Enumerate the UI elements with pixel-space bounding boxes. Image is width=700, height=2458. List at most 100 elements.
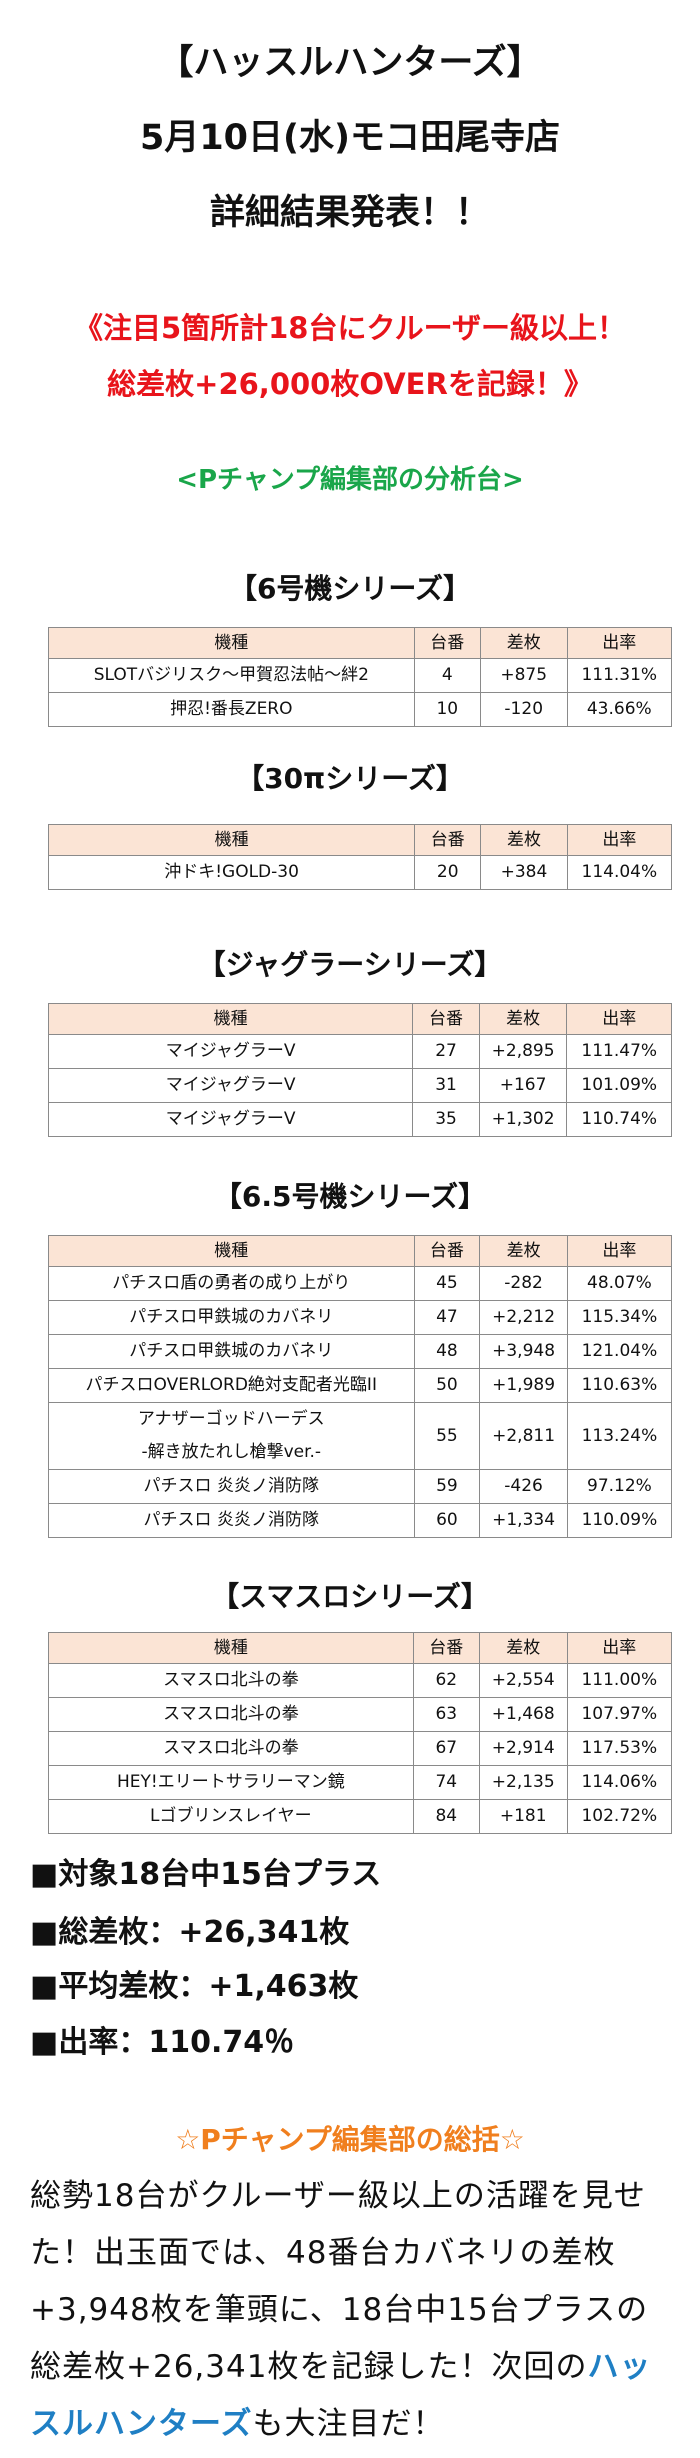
column-header: 差枚	[478, 1003, 568, 1035]
row: パチスロ甲鉄城のカバネリ 48 +3,948 121.04%	[48, 1334, 673, 1369]
cell: パチスロ甲鉄城のカバネリ	[48, 1300, 415, 1335]
cell: +1,334	[479, 1503, 568, 1538]
cell: 63	[412, 1697, 480, 1732]
cell: HEY!エリートサラリーマン鏡	[48, 1765, 414, 1800]
cell: 31	[412, 1068, 480, 1103]
cell: 20	[414, 855, 482, 890]
column-header: 出率	[566, 824, 673, 856]
row: 押忍!番長ZERO 10 -120 43.66%	[48, 692, 673, 727]
cell: +181	[478, 1799, 568, 1834]
cell: 60	[413, 1503, 481, 1538]
column-header: 差枚	[480, 824, 568, 856]
row: パチスロ盾の勇者の成り上がり 45 -282 48.07%	[48, 1266, 673, 1301]
highlight: 《注目5箇所計18台にクルーザー級以上！ 総差枚+26,000枚OVERを記録！…	[0, 300, 700, 412]
cell: 111.47%	[566, 1034, 672, 1069]
table: 機種 台番 差枚 出率 沖ドキ!GOLD-30 20 +384 114.04%	[47, 824, 673, 890]
cell: 110.74%	[566, 1102, 672, 1137]
body-highlight: ハッスルハンターズ	[30, 2349, 652, 2442]
section-title: 【30πシリーズ】	[236, 762, 464, 795]
column-header: 差枚	[478, 1632, 568, 1664]
cell: +875	[479, 658, 568, 693]
header-line: 5月10日(水)モコ田尾寺店	[139, 118, 561, 158]
cell: パチスロOVERLORD絶対支配者光臨II	[48, 1368, 415, 1403]
cell: 43.66%	[566, 692, 673, 727]
cell: スマスロ北斗の拳	[48, 1731, 414, 1766]
row: マイジャグラーV 31 +167 101.09%	[47, 1068, 672, 1103]
row: アナザーゴッドハーデス -解き放たれし槍撃ver.- 55 +2,811 113.24…	[48, 1402, 673, 1470]
subtitle: <Pチャンプ編集部の分析台>	[176, 465, 524, 495]
cell: 48.07%	[566, 1266, 673, 1301]
highlight-line: 《注目5箇所計18台にクルーザー級以上！	[73, 311, 627, 345]
column-header: 出率	[566, 1003, 672, 1035]
cell: 110.63%	[566, 1368, 673, 1403]
summary-line: ■対象18台中15台プラス	[30, 1857, 382, 1892]
cell: 114.04%	[566, 855, 673, 890]
cell: 74	[412, 1765, 480, 1800]
cell: 48	[413, 1334, 481, 1369]
body-text: 総勢18台がクルーザー級以上の活躍を見せた！出玉面では、48番台カバネリの差枚+…	[30, 2178, 649, 2385]
cell: 115.34%	[566, 1300, 673, 1335]
row: パチスロ 炎炎ノ消防隊 60 +1,334 110.09%	[48, 1503, 673, 1538]
cell: +2,914	[478, 1731, 568, 1766]
row: パチスロOVERLORD絶対支配者光臨II 50 +1,989 110.63%	[48, 1368, 673, 1403]
cell: 50	[413, 1368, 481, 1403]
table: 機種 台番 差枚 出率 パチスロ盾の勇者の成り上がり 45 -282 48.07% パチスロ甲鉄…	[48, 1235, 673, 1538]
table: 機種 台番 差枚 出率 マイジャグラーV 27 +2,895 111.47% マイジャグラーV 3…	[47, 1003, 672, 1137]
header-line: 【ハッスルハンターズ】	[158, 43, 542, 83]
cell: 117.53%	[566, 1731, 673, 1766]
column-header: 台番	[412, 1632, 480, 1664]
row: マイジャグラーV 27 +2,895 111.47%	[47, 1034, 672, 1069]
cell: -282	[479, 1266, 568, 1301]
column-header: 台番	[413, 1235, 481, 1267]
cell: 62	[412, 1663, 480, 1698]
section-title: 【6.5号機シリーズ】	[213, 1180, 487, 1213]
cell: 113.24%	[566, 1402, 673, 1470]
cell: +1,468	[478, 1697, 568, 1732]
cell: SLOTバジリスク～甲賀忍法帖～絆2	[48, 658, 415, 693]
column-header: 台番	[414, 824, 482, 856]
cell: +2,554	[478, 1663, 568, 1698]
cell: スマスロ北斗の拳	[48, 1663, 414, 1698]
row: SLOTバジリスク～甲賀忍法帖～絆2 4 +875 111.31%	[48, 658, 673, 693]
cell: +2,135	[478, 1765, 568, 1800]
header-line: 詳細結果発表！！	[209, 193, 490, 233]
section-title: 【ジャグラーシリーズ】	[197, 948, 503, 981]
summary-line: ■総差枚：+26,341枚	[30, 1915, 350, 1950]
cell: マイジャグラーV	[47, 1068, 414, 1103]
column-header: 台番	[412, 1003, 480, 1035]
cell: 10	[413, 692, 481, 727]
header-row: 機種 台番 差枚 出率	[47, 824, 673, 856]
cell: マイジャグラーV	[47, 1034, 414, 1069]
row: マイジャグラーV 35 +1,302 110.74%	[47, 1102, 672, 1137]
row: スマスロ北斗の拳 62 +2,554 111.00%	[48, 1663, 673, 1698]
cell: Lゴブリンスレイヤー	[48, 1799, 414, 1834]
cell: アナザーゴッドハーデス -解き放たれし槍撃ver.-	[48, 1402, 415, 1470]
cell: 107.97%	[566, 1697, 673, 1732]
cell: 45	[413, 1266, 481, 1301]
cell: 押忍!番長ZERO	[48, 692, 415, 727]
highlight-line: 総差枚+26,000枚OVERを記録！》	[107, 367, 593, 401]
cell: 4	[413, 658, 481, 693]
cell: 102.72%	[566, 1799, 673, 1834]
row: パチスロ 炎炎ノ消防隊 59 -426 97.12%	[48, 1469, 673, 1504]
cell: パチスロ盾の勇者の成り上がり	[48, 1266, 415, 1301]
cell: パチスロ 炎炎ノ消防隊	[48, 1469, 415, 1504]
conclusion-title: ☆Pチャンプ編集部の総括☆	[175, 2123, 525, 2156]
cell: 59	[413, 1469, 481, 1504]
summary-line: ■平均差枚：+1,463枚	[30, 1969, 359, 2004]
row: スマスロ北斗の拳 67 +2,914 117.53%	[48, 1731, 673, 1766]
cell: -426	[479, 1469, 568, 1504]
section-title: 【6号機シリーズ】	[228, 572, 472, 605]
row: スマスロ北斗の拳 63 +1,468 107.97%	[48, 1697, 673, 1732]
table: 機種 台番 差枚 出率 SLOTバジリスク～甲賀忍法帖～絆2 4 +875 111.31% 押忍…	[48, 627, 673, 727]
column-header: 機種	[48, 627, 415, 659]
row: HEY!エリートサラリーマン鏡 74 +2,135 114.06%	[48, 1765, 673, 1800]
cell: 114.06%	[566, 1765, 673, 1800]
column-header: 差枚	[479, 1235, 568, 1267]
cell: +2,212	[479, 1300, 568, 1335]
cell: 27	[412, 1034, 480, 1069]
column-header: 機種	[47, 824, 416, 856]
cell: +3,948	[479, 1334, 568, 1369]
cell: +1,989	[479, 1368, 568, 1403]
summary-line: ■出率：110.74％	[30, 2025, 295, 2060]
